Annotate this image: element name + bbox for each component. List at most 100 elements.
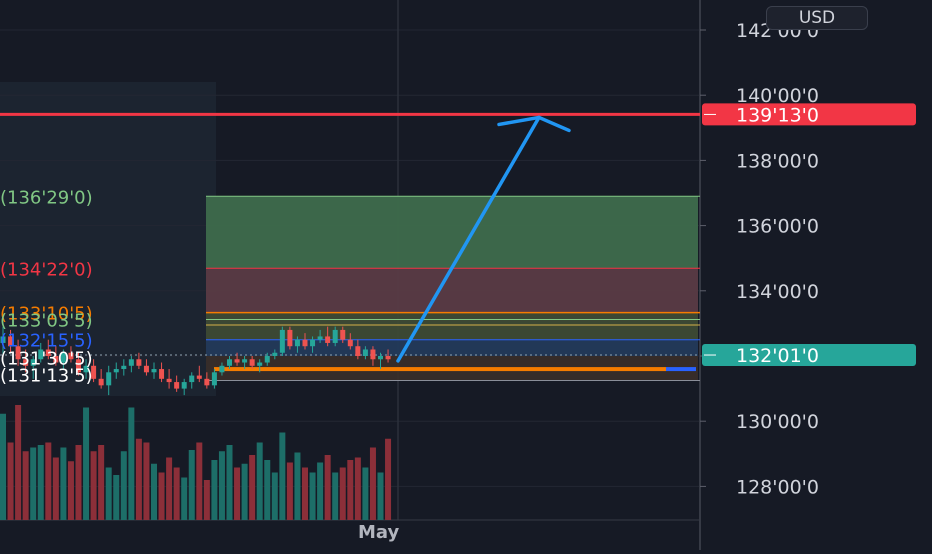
candle-19 [143, 359, 149, 376]
candle-body-48 [362, 349, 368, 356]
volume-bar-50 [377, 472, 384, 520]
y-tick-label-7: 128'00'0 [736, 476, 819, 498]
candle-body-31 [234, 359, 240, 363]
volume-bar-27 [203, 480, 210, 520]
x-axis-month-label: May [358, 522, 400, 543]
candle-body-17 [128, 359, 134, 366]
volume-bar-51 [385, 438, 392, 520]
candle-51 [385, 349, 391, 363]
last-price-tag-bg [702, 344, 916, 367]
volume-bar-5 [37, 445, 44, 520]
volume-bar-32 [241, 463, 248, 520]
volume-bar-37 [279, 432, 286, 520]
volume-bar-36 [271, 472, 278, 520]
candle-6 [45, 339, 51, 360]
projection-arrow-head [497, 115, 571, 133]
target-price-tag: 139'13'0 [702, 103, 916, 126]
volume-bar-28 [211, 460, 218, 520]
candle-40 [302, 333, 308, 350]
candle-2 [15, 339, 21, 366]
volume-bar-43 [324, 455, 331, 520]
candle-42 [317, 329, 323, 343]
volume-bar-7 [52, 457, 59, 520]
candle-body-26 [196, 375, 202, 379]
candle-9 [68, 346, 74, 363]
candle-27 [204, 372, 210, 389]
fib-label-3: (133'03'5) [0, 310, 93, 331]
candle-body-45 [340, 329, 346, 340]
candle-body-16 [121, 365, 127, 370]
candle-46 [347, 333, 353, 350]
candle-50 [378, 352, 383, 370]
candle-body-36 [272, 352, 278, 356]
volume-bar-13 [98, 445, 105, 520]
volume-bar-45 [339, 467, 346, 520]
candle-43 [325, 326, 331, 347]
last-price-tag-label: 132'01'0 [736, 345, 819, 367]
fib-label-0: (136'29'0) [0, 187, 93, 208]
candle-body-19 [143, 365, 149, 373]
candle-body-42 [317, 336, 323, 340]
volume-bar-29 [218, 451, 225, 520]
volume-bar-35 [264, 460, 271, 520]
candle-body-1 [8, 336, 14, 347]
y-tick-label-3: 136'00'0 [736, 216, 819, 238]
candle-body-46 [347, 339, 353, 347]
currency-button[interactable]: USD [766, 6, 868, 30]
candle-body-44 [332, 329, 338, 343]
currency-label: USD [798, 8, 836, 28]
volume-bar-16 [120, 451, 127, 520]
candle-body-6 [45, 349, 51, 356]
volume-bar-6 [45, 442, 52, 520]
candle-body-25 [189, 375, 195, 383]
candle-body-11 [83, 365, 89, 373]
volume-bar-49 [369, 447, 376, 520]
candle-body-39 [294, 339, 300, 347]
candle-17 [128, 356, 134, 373]
volume-bar-26 [196, 442, 203, 520]
candle-14 [106, 365, 112, 396]
candle-20 [151, 362, 157, 379]
candle-body-18 [136, 359, 142, 366]
candle-4 [30, 356, 36, 379]
volume-bar-20 [151, 463, 157, 520]
candle-body-29 [219, 365, 225, 373]
candle-29 [219, 362, 225, 376]
candle-31 [234, 352, 240, 366]
y-tick-label-1: 140'00'0 [736, 85, 819, 107]
fib-zone-orange [206, 312, 698, 340]
candle-body-35 [264, 356, 270, 363]
volume-bar-10 [75, 445, 82, 520]
candle-body-28 [211, 372, 217, 386]
target-price-tag-bg [702, 103, 916, 126]
candle-0 [0, 326, 6, 356]
candle-38 [287, 326, 293, 350]
volume-bar-19 [143, 442, 150, 520]
candle-body-4 [30, 359, 36, 366]
left-highlight-panel [0, 82, 216, 396]
candle-18 [136, 352, 142, 370]
candle-body-41 [310, 339, 316, 347]
volume-bar-1 [7, 442, 14, 520]
entry-level-bar [214, 367, 666, 372]
volume-bar-12 [90, 451, 97, 520]
candle-body-37 [279, 329, 285, 353]
fib-zone-blue [206, 339, 698, 356]
candle-33 [249, 356, 255, 370]
candle-body-20 [151, 369, 157, 373]
volume-bar-21 [158, 472, 165, 520]
candle-13 [98, 369, 104, 389]
volume-bar-31 [234, 467, 241, 520]
candle-3 [23, 349, 29, 373]
fib-zone-red [206, 268, 698, 313]
volume-bar-18 [135, 438, 142, 520]
candle-36 [272, 349, 278, 360]
candle-body-24 [181, 382, 187, 389]
last-price-tag: 132'01'0 [702, 344, 916, 367]
candle-body-23 [174, 382, 180, 389]
candle-body-13 [98, 378, 104, 386]
candle-8 [60, 349, 66, 370]
volume-bar-48 [362, 467, 369, 520]
